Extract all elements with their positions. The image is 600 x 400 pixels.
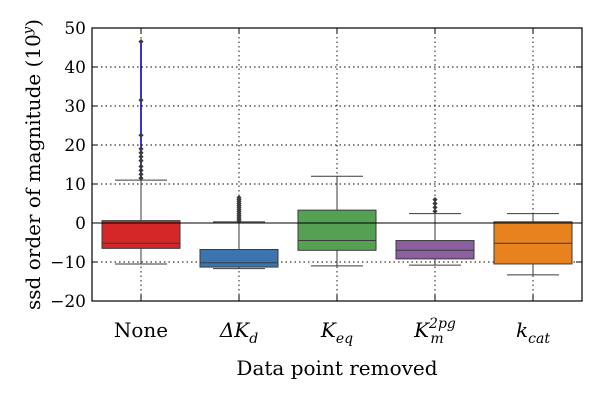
y-tick-label: −20 [50,292,86,312]
box-4 [493,213,573,276]
box-body [297,209,377,251]
flier-point [138,167,144,173]
flier-point [138,97,144,103]
x-tick-label: kcat [516,318,550,347]
y-tick-label: 40 [64,58,86,78]
flier-point [138,158,144,164]
flier-point [432,204,438,210]
flier-point [138,171,144,177]
y-tick-label: −10 [50,253,86,273]
x-tick-label: K2pg m [413,316,456,347]
flier-point [138,150,144,156]
x-tick-label: ΔKd [219,318,258,347]
flier-point [138,132,144,138]
box-plot-series [92,39,582,276]
y-tick-label: 50 [64,19,86,39]
flier-point [138,154,144,160]
y-tick-label: 10 [64,175,86,195]
box-1 [199,195,279,270]
box-body [199,249,279,268]
box-3 [395,197,475,266]
y-axis-label: ssd order of magnitude (10y) [21,19,45,310]
flier-point [432,200,438,207]
x-tick-label: None [114,318,168,342]
y-tick-label: 0 [75,214,86,234]
flier-point [138,39,144,45]
flier-point [138,175,144,181]
flier-point [138,146,144,152]
box-0 [101,39,181,265]
box-2 [297,175,377,267]
y-tick-label: 20 [64,136,86,156]
flier-point [236,195,242,201]
flier-point [432,197,438,203]
box-body [395,240,475,260]
x-tick-label: Keq [320,318,353,347]
y-tick-label: 30 [64,97,86,117]
y-axis: −20 −10 0 10 20 30 40 50 [50,19,582,312]
x-axis: None ΔKd Keq K2pg m kcat [114,28,550,347]
box-body [101,220,181,249]
x-axis-label: Data point removed [236,356,437,380]
flier-point [432,208,438,214]
flier-point [138,163,144,170]
